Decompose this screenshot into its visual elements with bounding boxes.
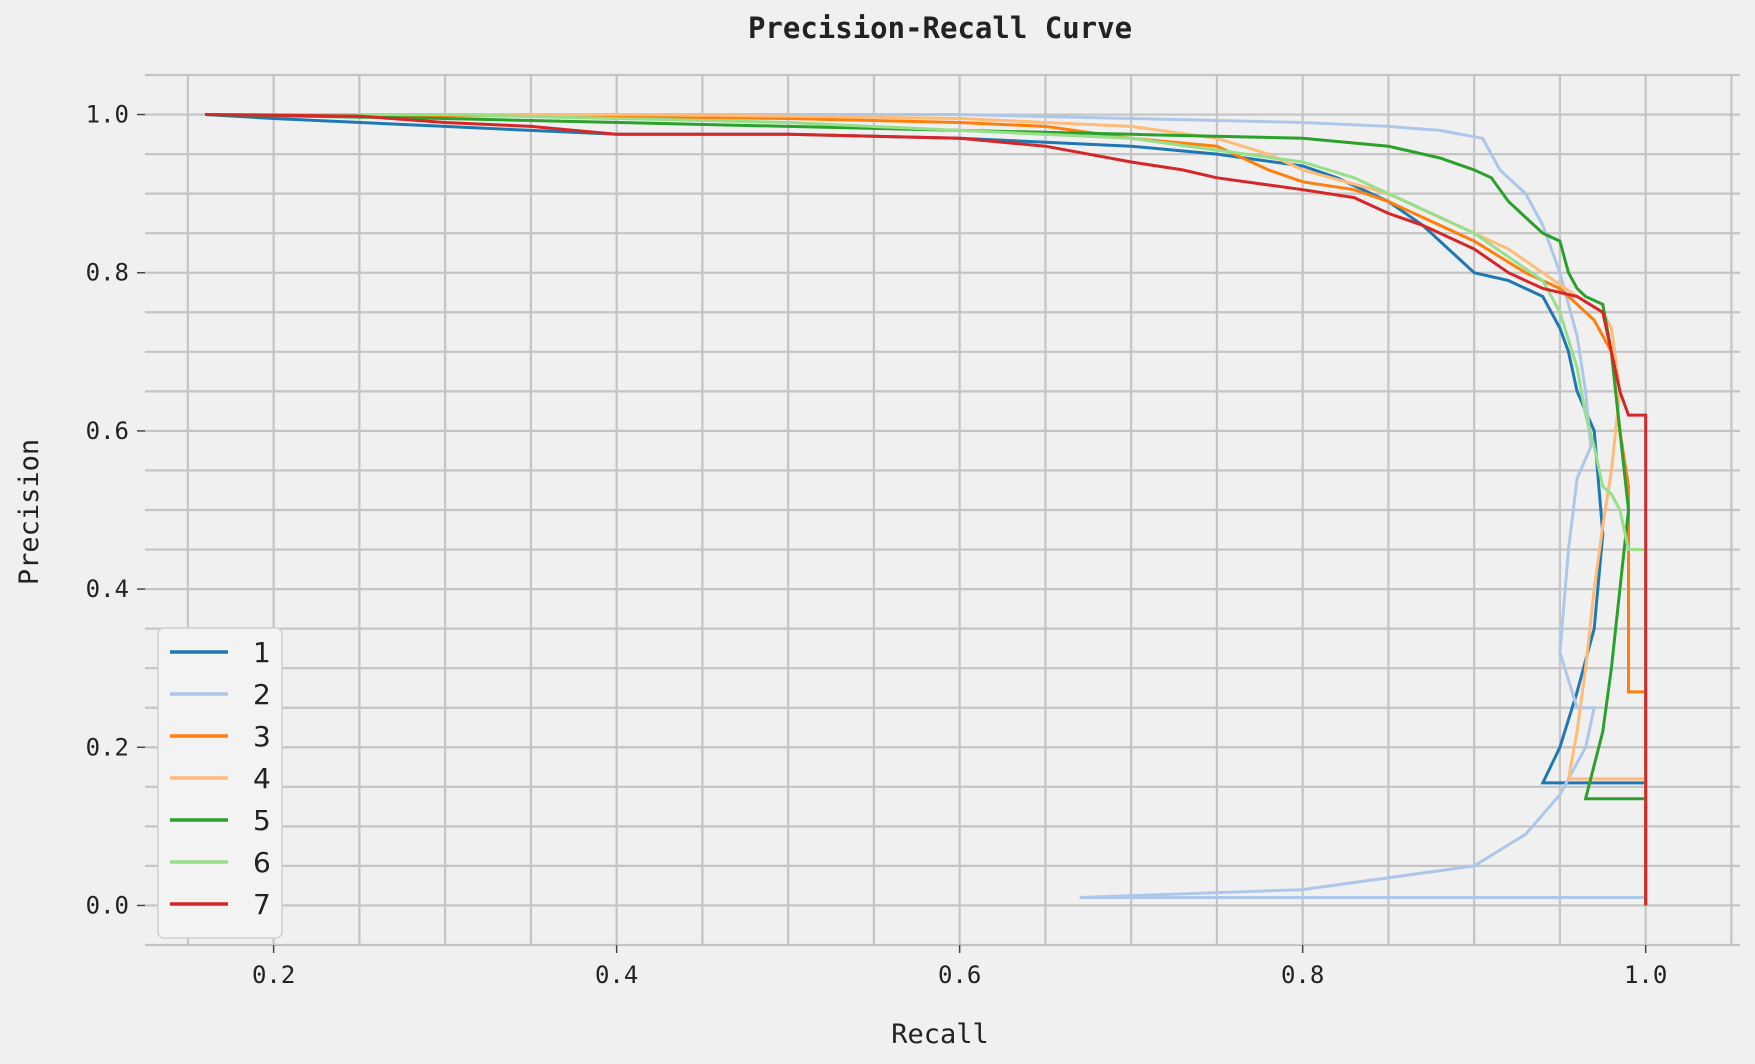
grid-layer	[145, 73, 1740, 947]
x-axis-label: Recall	[891, 1019, 989, 1050]
legend-label-4: 4	[253, 762, 271, 795]
y-tick-label: 0.8	[86, 259, 129, 287]
legend-label-2: 2	[253, 678, 271, 711]
legend-label-6: 6	[253, 846, 271, 879]
y-tick-label: 0.2	[86, 733, 129, 761]
y-tick-label: 1.0	[86, 101, 129, 129]
chart-title: Precision-Recall Curve	[748, 11, 1132, 45]
legend: 1 2 3 4 5 6 7	[157, 627, 283, 939]
y-tick-label: 0.4	[86, 575, 129, 603]
legend-label-7: 7	[253, 888, 271, 921]
y-tick-label: 0.6	[86, 417, 129, 445]
x-tick-label: 1.0	[1624, 961, 1667, 989]
y-axis-label: Precision	[14, 439, 45, 585]
series-layer	[204, 113, 1648, 906]
series-line-5	[204, 113, 1648, 906]
axes-layer: 0.2 0.4 0.6 0.8 1.0 0.0 0.2 0.4 0.6 0.8 1.0	[86, 101, 1668, 989]
series-line-2	[205, 113, 1646, 899]
legend-label-3: 3	[253, 720, 271, 753]
legend-label-1: 1	[253, 636, 271, 669]
x-tick-label: 0.8	[1281, 961, 1324, 989]
legend-label-5: 5	[253, 804, 271, 837]
series-line-6	[205, 113, 1648, 906]
y-tick-label: 0.0	[86, 891, 129, 919]
series-line-4	[205, 113, 1648, 906]
x-tick-label: 0.4	[595, 961, 638, 989]
x-tick-label: 0.6	[938, 961, 981, 989]
series-line-7	[204, 113, 1648, 906]
x-tick-label: 0.2	[252, 961, 295, 989]
